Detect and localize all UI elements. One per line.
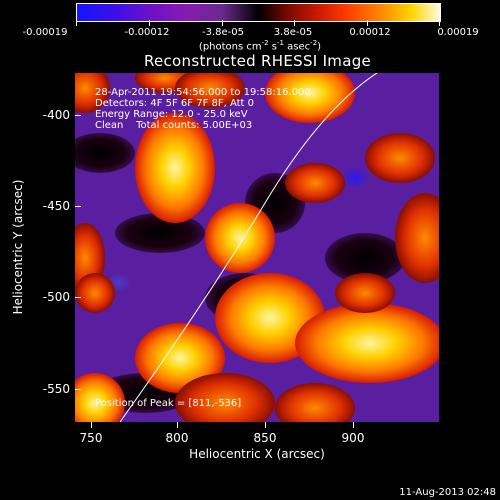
colorbar-tick-label: 0.00012 bbox=[349, 27, 391, 38]
time-range: 28-Apr-2011 19:54:56.000 to 19:58:16.000 bbox=[95, 87, 311, 98]
colorbar-tick bbox=[439, 20, 440, 26]
x-tick-label: 900 bbox=[341, 431, 365, 445]
y-tick-label: -550 bbox=[42, 382, 70, 396]
y-tick bbox=[75, 115, 81, 116]
colorbar-tick bbox=[222, 20, 223, 26]
colorbar-tick-label: -0.00019 bbox=[22, 27, 68, 38]
x-tick-label: 850 bbox=[253, 431, 277, 445]
colorbar-tick-label: -3.8e-05 bbox=[202, 27, 244, 38]
y-tick-label: -450 bbox=[42, 199, 70, 213]
colorbar-tick bbox=[294, 20, 295, 26]
plot-title: Reconstructed RHESSI Image bbox=[143, 52, 372, 70]
timestamp: 11-Aug-2013 02:48 bbox=[399, 487, 496, 498]
y-axis-title: Heliocentric Y (arcsec) bbox=[11, 179, 25, 315]
colorbar-units: (photons cm-2 s-1 asec-2) bbox=[198, 39, 322, 53]
x-tick bbox=[177, 422, 178, 428]
x-tick bbox=[353, 422, 354, 428]
peak-position: Position of Peak = [811,-536] bbox=[95, 398, 242, 409]
x-axis-title: Heliocentric X (arcsec) bbox=[189, 447, 325, 461]
colorbar-tick bbox=[367, 20, 368, 26]
colorbar-tick bbox=[149, 20, 150, 26]
x-tick-label: 750 bbox=[79, 431, 103, 445]
y-tick bbox=[75, 389, 81, 390]
x-tick bbox=[91, 422, 92, 428]
y-tick bbox=[75, 206, 81, 207]
y-tick-label: -400 bbox=[42, 108, 70, 122]
rhessi-image bbox=[75, 73, 439, 422]
colorbar-tick-label: 3.8e-05 bbox=[273, 27, 313, 38]
x-tick-label: 800 bbox=[165, 431, 189, 445]
detectors: Detectors: 4F 5F 6F 7F 8F, Att 0 bbox=[95, 98, 255, 109]
method-counts: Clean Total counts: 5.00E+03 bbox=[95, 120, 253, 131]
energy-range: Energy Range: 12.0 - 25.0 keV bbox=[95, 109, 248, 120]
colorbar-tick-label: 0.00019 bbox=[437, 27, 479, 38]
x-tick bbox=[265, 422, 266, 428]
colorbar-tick-label: -0.00012 bbox=[124, 27, 170, 38]
solar-limb bbox=[119, 73, 378, 422]
y-tick bbox=[75, 297, 81, 298]
colorbar bbox=[76, 3, 441, 22]
colorbar-tick bbox=[76, 20, 77, 26]
y-tick-label: -500 bbox=[42, 290, 70, 304]
